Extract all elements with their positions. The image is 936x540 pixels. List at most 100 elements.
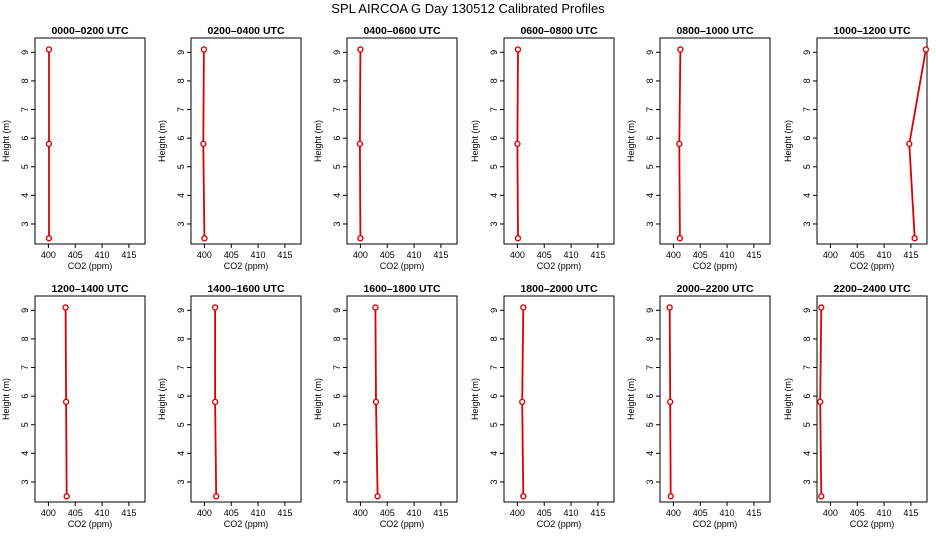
x-tick-label: 415: [277, 250, 292, 260]
x-tick-label: 405: [537, 250, 552, 260]
x-axis-label: CO2 (ppm): [537, 519, 582, 529]
co2-data-point: [213, 493, 220, 500]
profile-panel: 0600–0800 UTC 400 405 410 415 CO2 (ppm) 3 4 5 6 7 8…: [470, 25, 615, 271]
co2-data-point: [62, 304, 69, 311]
y-tick-label: 5: [20, 422, 30, 427]
y-tick-label: 8: [489, 78, 499, 83]
plot-frame: [503, 295, 615, 503]
plot-frame: [346, 295, 458, 503]
y-tick-label: 9: [645, 50, 655, 55]
y-axis-label: Height (m): [1, 378, 11, 420]
y-tick-label: 9: [802, 308, 812, 313]
y-tick-label: 8: [802, 78, 812, 83]
co2-data-point: [372, 304, 379, 311]
y-tick-label: 5: [489, 422, 499, 427]
x-tick-label: 405: [537, 508, 552, 518]
y-tick-label: 5: [176, 164, 186, 169]
y-tick-label: 9: [20, 308, 30, 313]
x-tick-label: 415: [590, 250, 605, 260]
co2-data-point: [357, 46, 364, 53]
plot-frame: [503, 37, 615, 245]
y-tick-label: 9: [332, 50, 342, 55]
profile-panel: 0400–0600 UTC 400 405 410 415 CO2 (ppm) 3 4 5 6 7 8…: [313, 25, 458, 271]
plot-frame: [659, 37, 771, 245]
y-tick-label: 9: [802, 50, 812, 55]
y-tick-label: 6: [489, 136, 499, 141]
y-tick-label: 9: [176, 308, 186, 313]
co2-data-point: [818, 493, 825, 500]
y-axis-label: Height (m): [470, 378, 480, 420]
x-tick-label: 410: [407, 250, 422, 260]
x-tick-label: 410: [720, 250, 735, 260]
x-tick-label: 405: [68, 250, 83, 260]
y-tick-label: 6: [176, 394, 186, 399]
x-tick-label: 415: [277, 508, 292, 518]
y-tick-label: 6: [20, 136, 30, 141]
plot-frame: [190, 37, 302, 245]
y-tick-label: 7: [332, 365, 342, 370]
y-tick-label: 3: [802, 479, 812, 484]
panel-title: 1800–2000 UTC: [520, 283, 597, 295]
co2-data-point: [62, 398, 70, 406]
co2-data-point: [374, 493, 381, 500]
y-tick-label: 5: [332, 422, 342, 427]
x-tick-label: 400: [823, 508, 838, 518]
plot-frame: [346, 37, 458, 245]
y-tick-label: 9: [489, 308, 499, 313]
x-axis-label: CO2 (ppm): [380, 261, 425, 271]
co2-data-point: [922, 46, 930, 53]
co2-data-point: [45, 140, 53, 148]
y-tick-label: 3: [645, 479, 655, 484]
x-tick-label: 400: [823, 250, 838, 260]
co2-data-point: [514, 46, 522, 53]
co2-data-point: [357, 235, 364, 242]
x-tick-label: 400: [510, 508, 525, 518]
y-tick-label: 3: [176, 221, 186, 226]
x-tick-label: 405: [68, 508, 83, 518]
y-tick-label: 8: [176, 78, 186, 83]
y-tick-label: 6: [489, 394, 499, 399]
x-tick-label: 415: [590, 508, 605, 518]
y-tick-label: 9: [332, 308, 342, 313]
y-axis-label: Height (m): [783, 120, 793, 162]
x-tick-label: 410: [95, 250, 110, 260]
x-tick-label: 415: [433, 508, 448, 518]
y-tick-label: 4: [802, 451, 812, 456]
plot-frame: [190, 295, 302, 503]
y-tick-label: 7: [20, 365, 30, 370]
y-tick-label: 9: [489, 50, 499, 55]
co2-data-point: [356, 140, 364, 148]
y-tick-label: 4: [332, 451, 342, 456]
y-axis-label: Height (m): [313, 120, 323, 162]
y-tick-label: 9: [176, 50, 186, 55]
co2-data-point: [63, 493, 70, 500]
y-tick-label: 4: [332, 193, 342, 198]
y-tick-label: 6: [802, 394, 812, 399]
y-tick-label: 6: [20, 394, 30, 399]
co2-data-point: [211, 304, 219, 311]
x-axis-label: CO2 (ppm): [224, 261, 269, 271]
figure-title: SPL AIRCOA G Day 130512 Calibrated Profi…: [331, 1, 605, 16]
co2-data-point: [817, 398, 824, 406]
profile-panel: 0000–0200 UTC 400 405 410 415 CO2 (ppm) 3 4 5 6 7 8…: [1, 25, 146, 271]
plot-frame: [816, 37, 928, 245]
x-tick-label: 410: [564, 508, 579, 518]
x-tick-label: 400: [353, 250, 368, 260]
plot-frame: [659, 295, 771, 503]
y-tick-label: 8: [332, 336, 342, 341]
y-axis-label: Height (m): [313, 378, 323, 420]
co2-data-point: [200, 46, 208, 53]
profile-panel: 2200–2400 UTC 400 405 410 415 CO2 (ppm) 3 4 5 6 7 8…: [783, 283, 928, 529]
y-tick-label: 5: [645, 422, 655, 427]
y-tick-label: 4: [20, 451, 30, 456]
y-axis-label: Height (m): [783, 378, 793, 420]
co2-data-point: [666, 304, 673, 311]
x-tick-label: 405: [850, 250, 865, 260]
y-tick-label: 4: [176, 451, 186, 456]
x-tick-label: 405: [224, 508, 239, 518]
y-tick-label: 4: [176, 193, 186, 198]
profile-panel: 1000–1200 UTC 400 405 410 415 CO2 (ppm) 3 4 5 6 7 8…: [783, 25, 930, 271]
panel-title: 0400–0600 UTC: [363, 25, 440, 37]
x-tick-label: 410: [95, 508, 110, 518]
co2-data-point: [200, 140, 207, 148]
